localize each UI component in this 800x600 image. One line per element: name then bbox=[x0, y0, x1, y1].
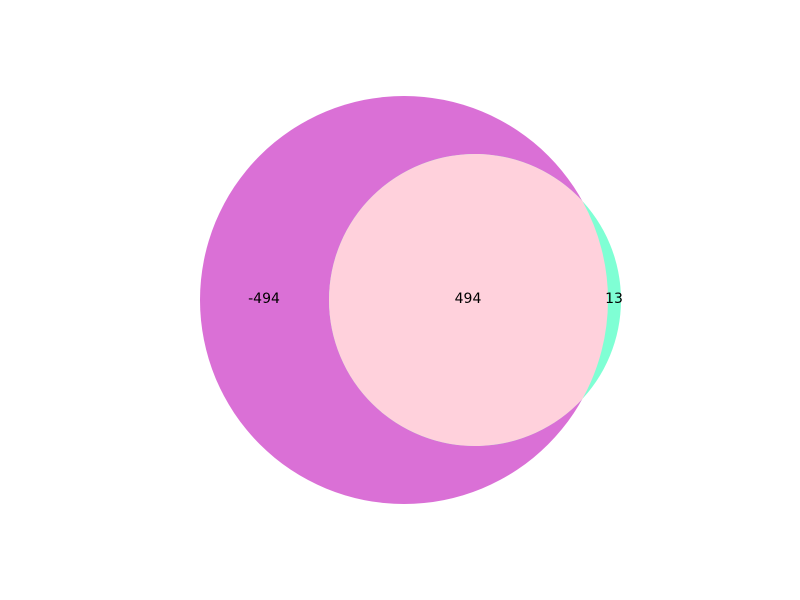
region-a-only-label: -494 bbox=[248, 291, 280, 307]
region-intersection-label: 494 bbox=[455, 291, 482, 307]
intersection-region bbox=[329, 154, 609, 446]
region-b-only-label: 13 bbox=[605, 291, 623, 307]
